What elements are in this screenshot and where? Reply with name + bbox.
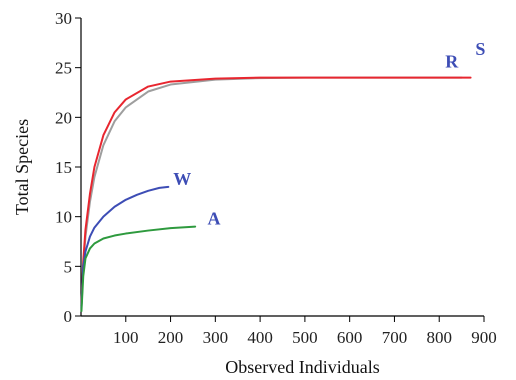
x-tick-label: 800 <box>426 328 452 347</box>
x-axis-title: Observed Individuals <box>225 357 379 377</box>
series-line-a <box>80 225 197 313</box>
series-labels: RS WA <box>173 39 485 229</box>
y-tick-label: 25 <box>55 59 72 78</box>
y-tick-label: 15 <box>55 158 72 177</box>
series-label-w: W <box>173 169 191 189</box>
series-group <box>80 76 472 313</box>
x-tick-label: 300 <box>203 328 229 347</box>
series-line-s <box>80 76 463 308</box>
x-axis: 100 200 300 400 500 600 700 800 900 <box>81 315 497 347</box>
y-tick-label: 10 <box>55 208 72 227</box>
series-label-a: A <box>207 209 220 229</box>
series-line-w <box>80 185 170 310</box>
y-axis: 0 5 10 15 20 25 30 <box>55 9 82 326</box>
x-tick-label: 600 <box>337 328 363 347</box>
x-tick-label: 200 <box>158 328 184 347</box>
x-tick-label: 900 <box>471 328 497 347</box>
x-tick-label: 500 <box>292 328 318 347</box>
series-label-s: S <box>475 39 485 59</box>
x-tick-label: 400 <box>247 328 273 347</box>
y-tick-label: 30 <box>55 9 72 28</box>
x-tick-label: 700 <box>382 328 408 347</box>
x-tick-label: 100 <box>113 328 139 347</box>
y-tick-label: 20 <box>55 108 72 127</box>
y-tick-label: 5 <box>64 257 73 276</box>
y-axis-title: Total Species <box>12 119 32 215</box>
series-line-r <box>80 76 472 308</box>
series-label-r: R <box>445 52 459 72</box>
y-tick-label: 0 <box>64 307 73 326</box>
